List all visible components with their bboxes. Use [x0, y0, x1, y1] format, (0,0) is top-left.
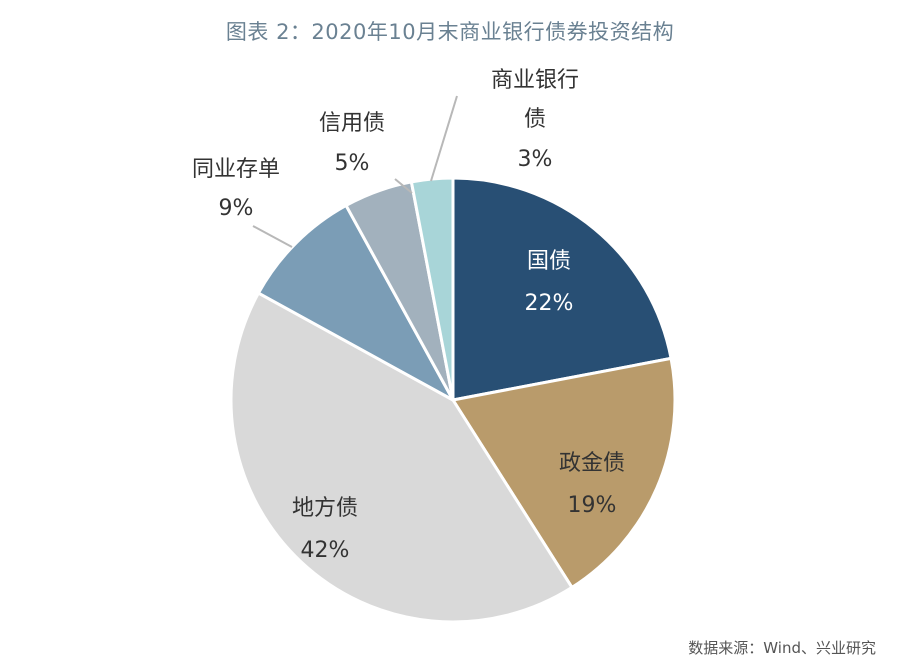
slice-label-0: 国债	[527, 249, 571, 274]
leader-line-4	[394, 178, 413, 194]
slice-label-4: 信用债	[319, 111, 385, 136]
leader-line-5	[430, 95, 458, 182]
data-source-note: 数据来源：Wind、兴业研究	[688, 639, 876, 657]
slice-label-5-part-1: 债	[524, 107, 546, 132]
leader-line-3	[252, 225, 293, 248]
slice-value-label-0: 22%	[525, 291, 574, 316]
pie-slice-1	[451, 356, 677, 589]
pie-slice-3	[256, 203, 455, 402]
slice-value-label-3: 9%	[219, 196, 254, 221]
slice-value-label-2: 42%	[301, 538, 350, 563]
slice-value-label-4: 5%	[335, 151, 370, 176]
slice-label-2: 地方债	[292, 496, 358, 521]
slice-label-3: 同业存单	[192, 157, 280, 182]
pie-slice-0	[451, 176, 673, 402]
slice-value-label-5: 3%	[518, 147, 553, 172]
pie-slice-2	[229, 291, 574, 624]
slice-value-label-1: 19%	[568, 493, 617, 518]
chart-title: 图表 2：2020年10月末商业银行债券投资结构	[225, 20, 675, 44]
slice-label-5-part-0: 商业银行	[491, 68, 579, 93]
slice-label-1: 政金债	[559, 451, 625, 476]
